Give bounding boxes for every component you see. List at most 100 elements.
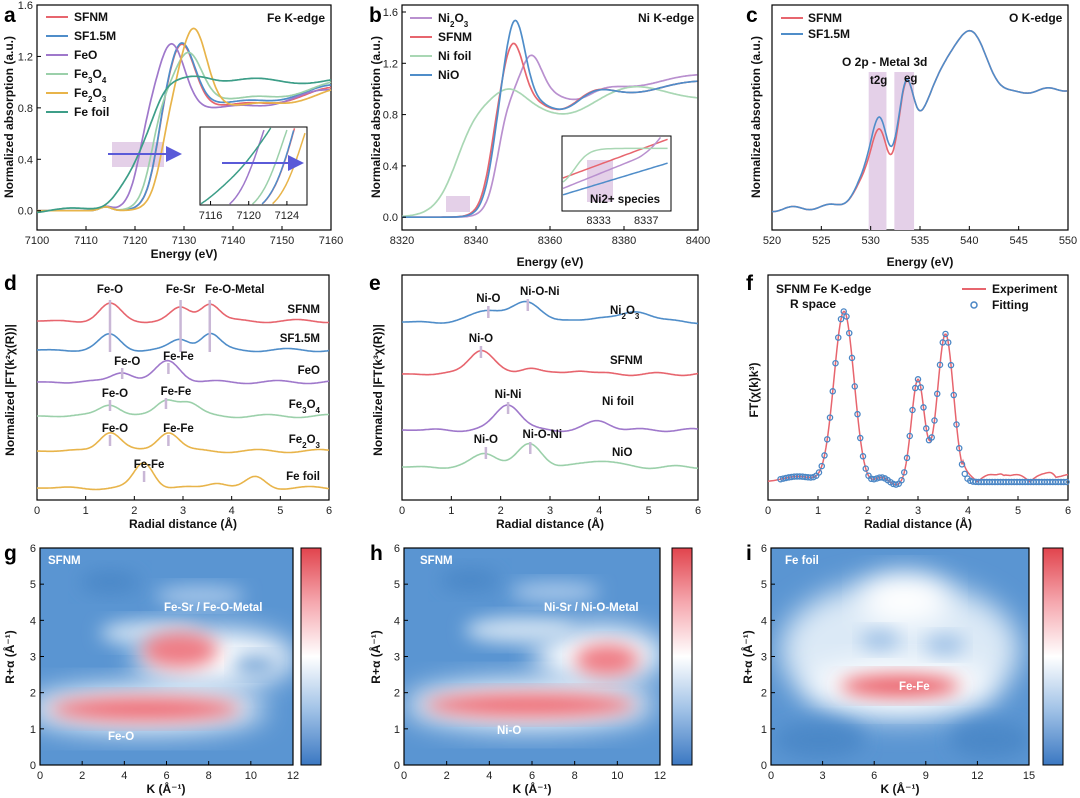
series-line-sf1-5m — [37, 332, 330, 353]
y-tick-label: 0 — [394, 760, 400, 772]
y-tick-label: 0.8 — [383, 110, 398, 122]
x-tick-label: 4 — [596, 505, 602, 517]
y-tick-label: 0.4 — [18, 154, 33, 166]
chart-title: Fe K-edge — [267, 11, 325, 25]
heatmap-title: Fe foil — [785, 555, 819, 567]
legend-label-sfnm: SFNM — [74, 10, 108, 24]
chart-subtitle: R space — [790, 297, 836, 311]
series-line-fe-foil — [36, 75, 332, 214]
fit-point — [928, 434, 936, 441]
legend-swatch — [970, 301, 978, 309]
x-tick-label: 0 — [34, 505, 40, 517]
fit-point — [835, 334, 842, 341]
x-tick-label: 7100 — [25, 235, 49, 247]
colorbar — [671, 547, 693, 766]
series-line-fe-foil — [37, 462, 330, 491]
y-tick-label: 3 — [761, 652, 767, 664]
heatmap — [771, 548, 1029, 765]
heatmap-label: Fe-Fe — [899, 681, 930, 693]
series-label-sfnm: SFNM — [287, 304, 320, 316]
fit-point — [824, 436, 831, 443]
y-tick-label: 0.0 — [383, 212, 398, 224]
inset-line-fe3o4 — [251, 129, 288, 205]
peak-label: Fe-O — [102, 423, 128, 435]
legend-label-experiment: Experiment — [992, 282, 1057, 296]
peak-label: Ni-Ni — [495, 389, 522, 401]
panel-label-i: i — [746, 542, 752, 565]
x-tick-label: 2 — [498, 505, 504, 517]
x-tick-label: 5 — [1015, 505, 1021, 517]
panel-label-c: c — [746, 4, 758, 27]
fit-point — [956, 444, 963, 452]
fit-point — [829, 388, 837, 395]
peak-label: Ni-O-Ni — [520, 286, 560, 298]
annotation: O 2p - Metal 3d — [842, 55, 927, 69]
x-tick-label: 9 — [923, 770, 929, 782]
heatmap-label: Ni-O — [497, 725, 521, 737]
heatmap — [40, 548, 293, 765]
inset-tick-label: 7116 — [199, 210, 223, 222]
fit-point — [862, 465, 870, 472]
y-tick-label: 1.2 — [383, 58, 398, 70]
x-tick-label: 12 — [971, 770, 983, 782]
shaded-region — [446, 196, 470, 212]
legend-label-fe-foil: Fe foil — [74, 105, 109, 119]
fit-point — [848, 354, 856, 362]
fit-point — [942, 330, 949, 338]
fit-point — [901, 469, 908, 476]
x-axis-label: K (Å⁻¹) — [881, 781, 920, 796]
fit-point — [903, 454, 911, 462]
fit-point — [832, 359, 839, 367]
series-line-ni-foil — [402, 404, 699, 433]
series-line-fe2o3 — [37, 27, 332, 212]
x-tick-label: 6 — [326, 505, 332, 517]
fit-point — [854, 410, 861, 418]
series-label-fe2o3: Fe2O3 — [289, 434, 321, 450]
series-lines: SFNM SF1.5M FeO Fe3O4 Fe2O3 Fe foil Fe-O Fe-Sr F… — [37, 284, 330, 491]
y-tick-label: 1 — [394, 724, 400, 736]
y-axis-label: R+α (Å⁻¹) — [740, 630, 755, 683]
series-label-sf1-5m: SF1.5M — [280, 333, 320, 345]
shaded-band — [868, 72, 887, 230]
legend-label-fe3o4: Fe3O4 — [74, 67, 107, 85]
x-axis-label: Energy (eV) — [517, 255, 584, 269]
y-tick-label: 0 — [30, 760, 36, 772]
x-tick-label: 8400 — [686, 235, 710, 247]
x-tick-label: 0 — [399, 505, 405, 517]
peak-label: Fe-O-Metal — [205, 284, 264, 296]
inset-lines — [200, 127, 306, 205]
heatmap-title: SFNM — [48, 555, 81, 567]
x-tick-label: 2 — [444, 770, 450, 782]
heatmap-label: Ni-Sr / Ni-O-Metal — [544, 602, 639, 614]
legend-label-feo: FeO — [74, 48, 97, 62]
x-tick-label: 0 — [765, 505, 771, 517]
axis-ticks: 0 1 2 3 4 5 6 — [765, 496, 1071, 517]
y-axis-label: R+α (Å⁻¹) — [368, 630, 383, 683]
fit-point — [934, 390, 941, 398]
fit-point — [914, 376, 922, 383]
legend-label-fitting: Fitting — [992, 298, 1029, 312]
x-axis-label: Radial distance (Å) — [864, 516, 972, 531]
fit-point — [843, 313, 850, 320]
plot-frame — [36, 274, 330, 501]
y-tick-label: 1.2 — [18, 51, 33, 63]
fit-point — [945, 339, 952, 346]
y-tick-label: 1.6 — [383, 7, 398, 19]
heatmap-label: Fe-Sr / Fe-O-Metal — [164, 602, 262, 614]
inset-ticks: 8333 8337 — [586, 215, 658, 227]
plot-frame — [771, 4, 1069, 231]
y-tick-label: 6 — [761, 543, 767, 555]
heatmap — [404, 548, 660, 765]
y-axis-label: FT(χ(k)k³) — [747, 363, 761, 418]
x-tick-label: 12 — [654, 770, 666, 782]
y-tick-label: 1 — [30, 724, 36, 736]
fit-point — [1063, 478, 1070, 486]
inset-line-fe-foil — [200, 127, 272, 205]
legend-label-sf1-5m: SF1.5M — [74, 29, 116, 43]
fit-point — [947, 361, 955, 369]
fit-point — [936, 361, 944, 369]
